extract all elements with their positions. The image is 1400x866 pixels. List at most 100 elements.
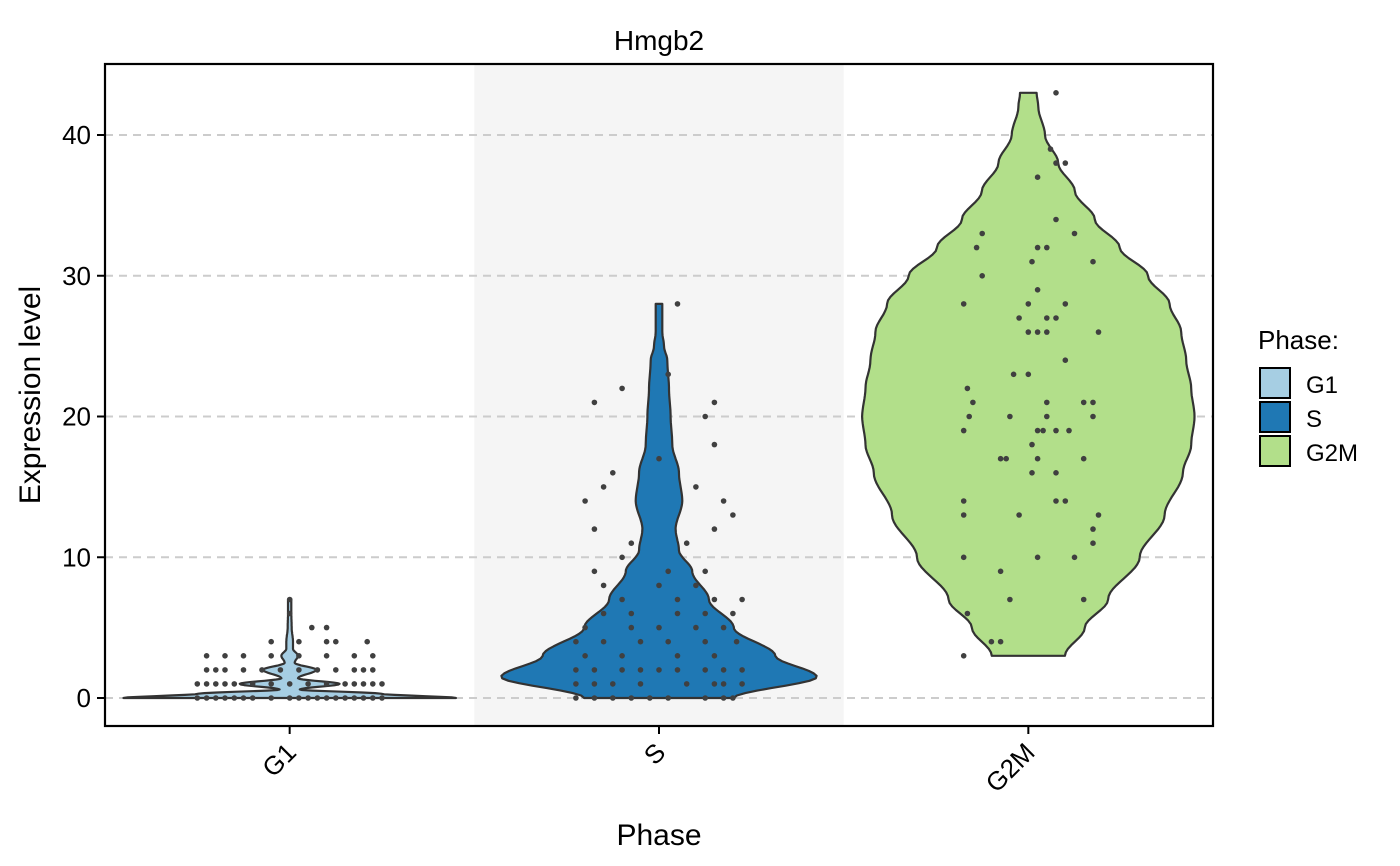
point-s [711,653,718,659]
point-s [683,540,690,546]
legend-key-g2m [1259,435,1291,467]
point-s [600,638,607,645]
point-s [656,582,662,589]
point-s [711,596,718,603]
x-tick-label-g1: G1 [256,737,302,783]
violin-s [500,302,818,700]
point-s [720,681,727,687]
point-s [619,596,625,603]
point-g1 [268,681,275,687]
point-g2m [960,427,967,434]
point-g2m [1044,329,1050,335]
point-s [693,624,699,631]
point-g1 [323,638,330,645]
point-g1 [323,624,330,631]
point-s [600,610,607,617]
point-s [730,610,736,617]
point-g2m [1010,371,1017,378]
point-s [693,484,699,490]
point-s [628,695,635,701]
point-g2m [1007,413,1013,420]
point-s [628,610,635,617]
point-g2m [1053,427,1059,434]
point-s [637,667,644,673]
point-g1 [370,695,376,701]
point-g2m [1044,244,1050,251]
point-s [573,695,579,701]
point-s [591,695,598,701]
point-g2m [960,301,967,307]
point-g1 [213,667,219,673]
point-s [591,667,598,673]
point-g1 [259,667,265,673]
point-g1 [296,695,302,701]
y-axis: 0 10 20 30 40 [62,120,105,713]
point-s [656,624,662,631]
point-g1 [222,653,228,659]
point-s [665,371,671,378]
point-s [600,484,607,490]
point-s [619,554,625,561]
point-g1 [351,681,358,687]
point-g1 [296,667,302,673]
point-g2m [973,244,980,251]
point-g2m [1095,512,1102,518]
point-s [702,568,708,575]
point-s [656,667,662,673]
point-s [591,399,598,406]
point-g2m [1090,413,1096,420]
point-g1 [342,681,348,687]
point-s [582,498,588,504]
point-s [674,667,681,673]
point-g1 [370,667,376,673]
point-g2m [1003,455,1009,462]
point-g1 [370,681,376,687]
point-g2m [1034,174,1041,180]
point-g2m [1062,301,1069,307]
legend-key-g1 [1259,367,1291,399]
point-s [600,582,607,589]
point-g1 [203,681,210,687]
point-s [739,596,745,603]
point-s [733,638,740,645]
point-g2m [960,554,967,561]
legend-label-g1: G1 [1306,372,1338,399]
point-s [711,399,718,406]
point-g1 [213,681,219,687]
point-s [674,596,681,603]
point-s [702,610,708,617]
point-g2m [1062,357,1069,364]
point-g2m [1007,596,1013,603]
point-g2m [1071,230,1078,237]
y-tick-label: 40 [62,120,91,150]
point-s [591,681,598,687]
point-s [656,455,662,462]
point-s [582,653,588,659]
legend-label-g2m: G2M [1306,440,1358,467]
point-g2m [964,610,971,617]
point-g2m [1053,315,1059,321]
point-g1 [379,695,385,701]
point-g1 [286,695,293,701]
point-g2m [960,512,967,518]
point-s [674,301,681,307]
point-g1 [360,681,367,687]
point-g1 [231,695,238,701]
point-g1 [364,638,371,645]
point-s [573,681,579,687]
point-g2m [1080,399,1087,406]
point-g1 [286,610,293,617]
x-tick-label-g2m: G2M [980,737,1041,798]
point-g1 [286,681,293,687]
point-g2m [960,653,967,659]
point-s [711,526,718,532]
point-g1 [222,667,228,673]
point-g1 [268,695,275,701]
chart-title: Hmgb2 [614,25,704,56]
point-s [582,624,588,631]
point-g1 [323,695,330,701]
point-g2m [1090,526,1096,532]
point-g2m [1044,413,1050,420]
point-s [573,667,579,673]
point-g2m [1071,554,1078,561]
